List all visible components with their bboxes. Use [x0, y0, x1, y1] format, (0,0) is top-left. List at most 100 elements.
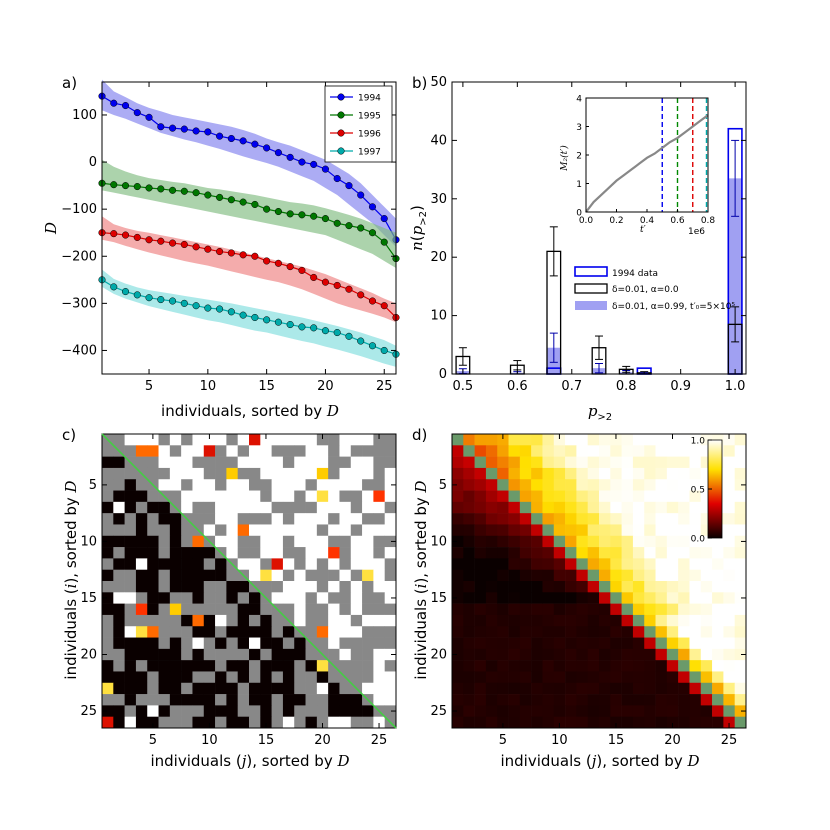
heatmap-cell	[181, 671, 193, 684]
heatmap-cell	[621, 501, 634, 514]
heatmap-cell	[644, 648, 656, 661]
heatmap-cell	[599, 524, 611, 537]
heatmap-cell	[463, 694, 475, 706]
heatmap-cell	[508, 581, 521, 593]
heatmap-cell	[542, 614, 555, 627]
heatmap-cell	[226, 569, 238, 582]
heatmap-cell	[587, 445, 600, 457]
heatmap-cell	[249, 479, 261, 491]
heatmap-cell	[169, 682, 182, 695]
heatmap-cell	[678, 648, 690, 661]
heatmap-cell	[519, 626, 532, 638]
heatmap-cell	[169, 592, 182, 604]
heatmap-cell	[553, 456, 566, 469]
heatmap-cell	[147, 535, 159, 548]
heatmap-cell	[169, 479, 182, 491]
heatmap-cell	[531, 626, 543, 638]
heatmap-cell	[373, 716, 385, 729]
heatmap-cell	[226, 490, 238, 503]
heatmap-cell	[158, 592, 171, 604]
heatmap-cell	[452, 581, 464, 593]
heatmap-cell	[328, 535, 340, 548]
heatmap-cell	[192, 637, 205, 650]
heatmap-cell	[316, 445, 329, 457]
heatmap-cell	[565, 637, 577, 650]
heatmap-cell	[260, 456, 272, 469]
heatmap-cell	[362, 501, 374, 514]
heatmap-cell	[384, 581, 397, 593]
heatmap-cell	[463, 614, 475, 627]
heatmap-cell	[655, 603, 668, 616]
heatmap-cell	[553, 547, 566, 559]
series-1994-point	[286, 153, 294, 161]
series-1996-point	[157, 237, 165, 245]
heatmap-cell	[553, 694, 566, 706]
heatmap-cell	[169, 694, 182, 706]
heatmap-cell	[565, 648, 577, 661]
heatmap-cell	[215, 603, 227, 616]
heatmap-cell	[689, 490, 702, 503]
heatmap-cell	[169, 467, 182, 480]
heatmap-cell	[610, 445, 622, 457]
heatmap-cell	[260, 648, 272, 661]
heatmap-cell	[362, 434, 374, 446]
heatmap-cell	[463, 569, 475, 582]
heatmap-cell	[655, 694, 668, 706]
heatmap-cell	[102, 456, 114, 469]
heatmap-cell	[135, 558, 148, 570]
series-1997-point	[333, 329, 341, 337]
heatmap-cell	[621, 648, 634, 661]
heatmap-cell	[328, 479, 340, 491]
heatmap-cell	[565, 547, 577, 559]
heatmap-cell	[463, 682, 475, 695]
heatmap-cell	[237, 501, 250, 514]
heatmap-cell	[249, 501, 261, 514]
heatmap-cell	[565, 558, 577, 570]
heatmap-cell	[565, 501, 577, 514]
heatmap-cell	[632, 467, 645, 480]
heatmap-cell	[553, 581, 566, 593]
heatmap-cell	[316, 490, 329, 503]
heatmap-cell	[632, 626, 645, 638]
heatmap-cell	[497, 535, 509, 548]
heatmap-cell	[282, 694, 295, 706]
heatmap-cell	[689, 648, 702, 661]
heatmap-cell	[305, 456, 318, 469]
heatmap-cell	[452, 513, 464, 525]
heatmap-cell	[644, 513, 656, 525]
heatmap-cell	[226, 456, 238, 469]
heatmap-cell	[474, 558, 487, 570]
heatmap-cell	[700, 614, 713, 627]
heatmap-cell	[350, 671, 363, 684]
heatmap-cell	[587, 660, 600, 672]
panel-c-xlabel: individuals (j), sorted by D	[150, 752, 349, 770]
heatmap-cell	[655, 501, 668, 514]
heatmap-cell	[350, 547, 363, 559]
heatmap-cell	[632, 569, 645, 582]
heatmap-cell	[599, 456, 611, 469]
heatmap-cell	[723, 603, 735, 616]
heatmap-cell	[587, 524, 600, 537]
heatmap-cell	[215, 614, 227, 627]
heatmap-cell	[328, 626, 340, 638]
heatmap-cell	[203, 648, 216, 661]
series-1997-point	[121, 288, 130, 296]
heatmap-cell	[294, 547, 306, 559]
heatmap-cell	[519, 671, 532, 684]
series-1996-point	[121, 231, 130, 239]
heatmap-cell	[350, 716, 363, 729]
heatmap-cell	[542, 581, 555, 593]
heatmap-cell	[474, 694, 487, 706]
heatmap-cell	[169, 547, 182, 559]
plot-frame	[451, 433, 747, 729]
heatmap-cell	[316, 558, 329, 570]
heatmap-cell	[599, 592, 611, 604]
heatmap-cell	[102, 445, 114, 457]
heatmap-cell	[474, 547, 487, 559]
heatmap-cell	[215, 434, 227, 446]
heatmap-cell	[249, 694, 261, 706]
heatmap-cell	[294, 535, 306, 548]
heatmap-cell	[135, 456, 148, 469]
heatmap-cell	[249, 445, 261, 457]
